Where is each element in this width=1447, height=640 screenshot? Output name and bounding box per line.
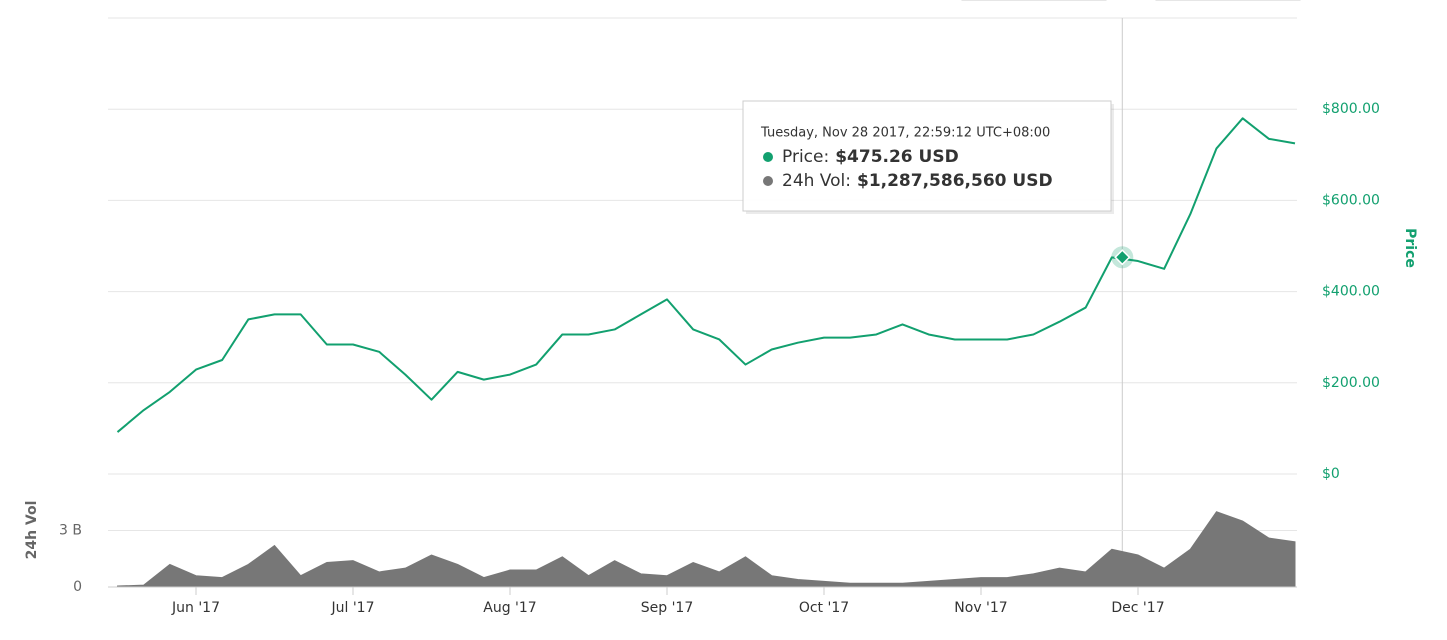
tooltip-row: 24h Vol: $1,287,586,560 USD [782, 171, 1053, 191]
tooltip-name: 24h Vol: [782, 171, 851, 191]
y-tick-label: $800.00 [1322, 101, 1380, 117]
tooltip-dot [763, 152, 773, 162]
x-tick-label: Aug '17 [483, 600, 536, 616]
tooltip-dot [763, 176, 773, 186]
y-tick-label: $0 [1322, 466, 1340, 482]
y-tick-label: $200.00 [1322, 375, 1380, 391]
x-tick-label: Dec '17 [1111, 600, 1164, 616]
y-tick-label: $600.00 [1322, 192, 1380, 208]
x-tick-label: Oct '17 [799, 600, 849, 616]
x-tick-label: Jun '17 [171, 600, 220, 616]
tooltip-date: Tuesday, Nov 28 2017, 22:59:12 UTC+08:00 [760, 126, 1050, 141]
tooltip-value: $1,287,586,560 USD [857, 171, 1053, 191]
tooltip-box [742, 100, 1112, 212]
volume-area [117, 511, 1296, 588]
price-line [116, 117, 1296, 433]
y-tick-label: $400.00 [1322, 284, 1380, 300]
y-tick-label: 0 [73, 579, 82, 595]
y-axis-title: Price [1402, 228, 1418, 268]
hover-marker [1114, 249, 1131, 266]
tooltip-row: Price: $475.26 USD [782, 147, 959, 167]
x-tick-label: Sep '17 [641, 600, 694, 616]
tooltip-name: Price: [782, 147, 829, 167]
x-tick-label: Nov '17 [954, 600, 1007, 616]
y-tick-label: 3 B [59, 523, 82, 539]
tooltip: Tuesday, Nov 28 2017, 22:59:12 UTC+08:00… [742, 100, 1114, 214]
x-tick-label: Jul '17 [330, 600, 374, 616]
y-axis-title: 24h Vol [24, 501, 40, 560]
tooltip-value: $475.26 USD [835, 147, 959, 167]
